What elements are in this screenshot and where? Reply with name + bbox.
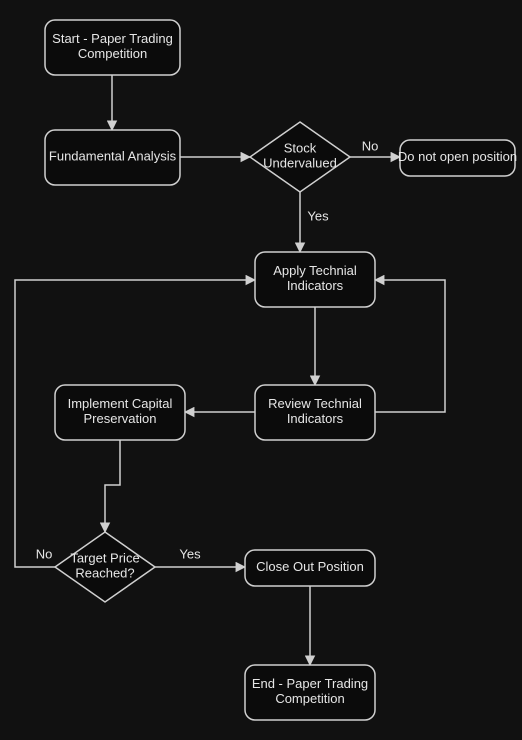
node-review: Review TechnialIndicators xyxy=(255,385,375,440)
node-end: End - Paper TradingCompetition xyxy=(245,665,375,720)
node-label-close: Close Out Position xyxy=(256,559,364,574)
edge-e7 xyxy=(375,280,445,412)
node-label-target: Target PriceReached? xyxy=(70,551,139,581)
edge-label-e10: No xyxy=(36,546,53,561)
edge-label-e4: Yes xyxy=(307,208,329,223)
node-start: Start - Paper TradingCompetition xyxy=(45,20,180,75)
flowchart: No Yes Yes No Start - Paper TradingCompetiti… xyxy=(0,0,522,740)
node-label-noop: Do not open position xyxy=(398,149,517,164)
node-under: StockUndervalued xyxy=(250,122,350,192)
node-noop: Do not open position xyxy=(398,140,517,176)
node-impl: Implement CapitalPreservation xyxy=(55,385,185,440)
node-close: Close Out Position xyxy=(245,550,375,586)
node-apply: Apply TechnialIndicators xyxy=(255,252,375,307)
edge-label-e9: Yes xyxy=(179,546,201,561)
edge-label-e3: No xyxy=(362,138,379,153)
edge-e8 xyxy=(105,440,120,532)
node-label-fa: Fundamental Analysis xyxy=(49,149,177,164)
node-target: Target PriceReached? xyxy=(55,532,155,602)
node-fa: Fundamental Analysis xyxy=(45,130,180,185)
